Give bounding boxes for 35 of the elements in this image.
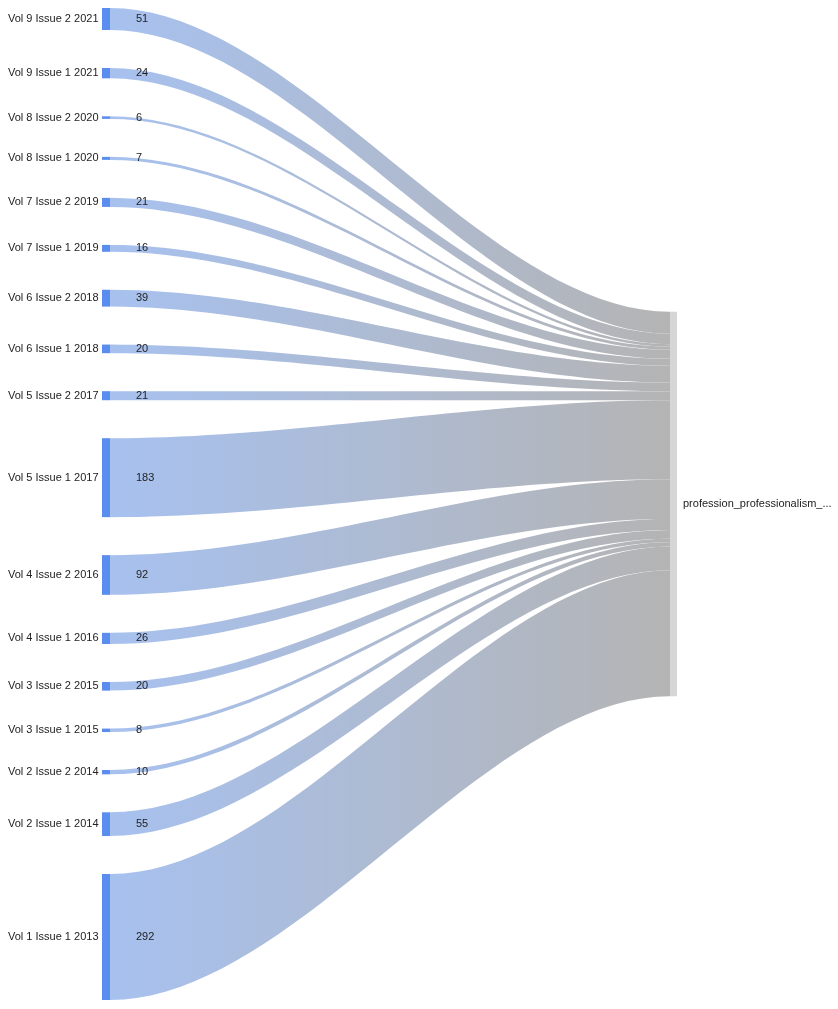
category-label: Vol 3 Issue 1 2015 xyxy=(8,723,99,736)
data-label: 55 xyxy=(136,817,149,830)
category-label: Vol 4 Issue 1 2016 xyxy=(8,631,99,644)
data-label: 20 xyxy=(136,679,149,692)
data-label: 8 xyxy=(136,723,143,736)
data-label: 7 xyxy=(136,151,143,164)
data-label: 51 xyxy=(136,12,149,24)
category-label: Vol 5 Issue 2 2017 xyxy=(8,388,99,401)
data-label: 183 xyxy=(136,470,155,483)
category-label: Vol 4 Issue 2 2016 xyxy=(8,567,99,580)
data-label: 21 xyxy=(136,195,149,208)
category-label: Vol 7 Issue 1 2019 xyxy=(8,241,99,254)
category-label: Vol 9 Issue 2 2021 xyxy=(8,12,99,24)
data-label: 16 xyxy=(136,241,149,254)
category-label: Vol 9 Issue 1 2021 xyxy=(8,66,99,79)
category-label: Vol 7 Issue 2 2019 xyxy=(8,195,99,208)
data-label: 20 xyxy=(136,341,149,354)
data-label: 292 xyxy=(136,930,155,942)
category-label: Vol 1 Issue 1 2013 xyxy=(8,930,99,942)
data-label: 21 xyxy=(136,388,149,401)
category-label: Vol 2 Issue 1 2014 xyxy=(8,817,99,830)
data-label: 6 xyxy=(136,110,143,123)
category-label: Vol 3 Issue 2 2015 xyxy=(8,679,99,692)
category-label: Vol 6 Issue 1 2018 xyxy=(8,341,99,354)
category-label: Vol 5 Issue 1 2017 xyxy=(8,470,99,483)
category-label: Vol 8 Issue 2 2020 xyxy=(8,110,99,123)
data-label: 92 xyxy=(136,567,149,580)
data-label: 24 xyxy=(136,66,149,79)
category-label: Vol 2 Issue 2 2014 xyxy=(8,765,99,778)
data-label: 10 xyxy=(136,765,149,778)
data-label: 39 xyxy=(136,291,149,304)
category-label: Vol 6 Issue 2 2018 xyxy=(8,291,99,304)
text: profession_professionalism_... xyxy=(683,497,832,509)
category-label: Vol 8 Issue 1 2020 xyxy=(8,151,99,164)
data-label: 26 xyxy=(136,631,149,644)
